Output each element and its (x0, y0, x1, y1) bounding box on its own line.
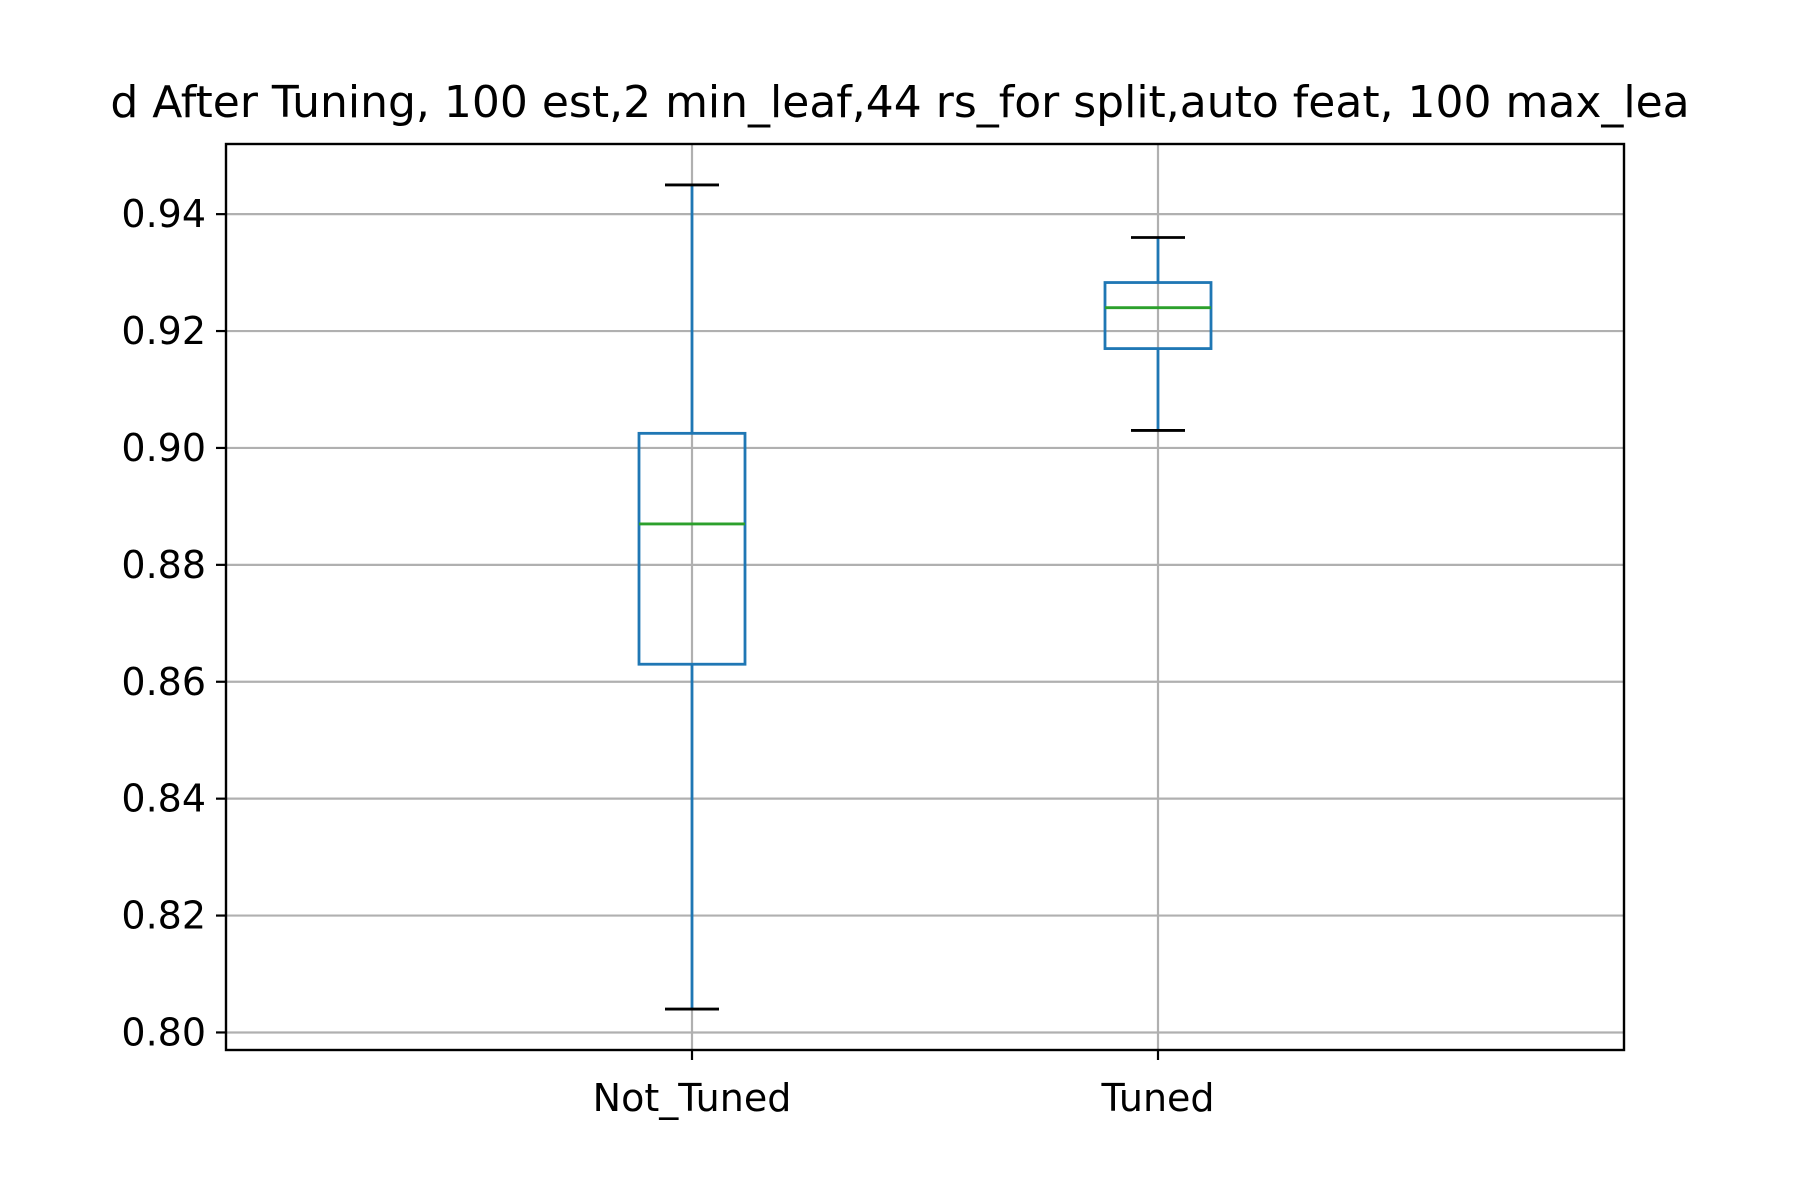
chart-title: d After Tuning, 100 est,2 min_leaf,44 rs… (110, 77, 1689, 128)
iqr-box (1103, 281, 1213, 350)
box-layer (637, 183, 1213, 1011)
y-tick-label: 0.80 (121, 1010, 206, 1054)
x-tick-label: Not_Tuned (593, 1076, 792, 1120)
y-tick-label: 0.86 (121, 660, 206, 704)
iqr-box (637, 431, 747, 666)
y-tick-label: 0.82 (121, 894, 206, 938)
grid-lines (226, 144, 1624, 1050)
y-tick-label: 0.92 (121, 309, 206, 353)
axis-ticks: 0.80 0.82 0.84 0.86 0.88 0.90 0.92 0.94 Not_Tune… (121, 192, 1214, 1120)
y-tick-label: 0.94 (121, 192, 206, 236)
box-tuned (1103, 236, 1213, 432)
y-tick-label: 0.90 (121, 426, 206, 470)
plot-frame (224, 142, 1626, 1052)
y-tick-label: 0.88 (121, 543, 206, 587)
y-tick-label: 0.84 (121, 777, 206, 821)
x-tick-label: Tuned (1100, 1076, 1214, 1120)
box-not-tuned (637, 183, 747, 1011)
